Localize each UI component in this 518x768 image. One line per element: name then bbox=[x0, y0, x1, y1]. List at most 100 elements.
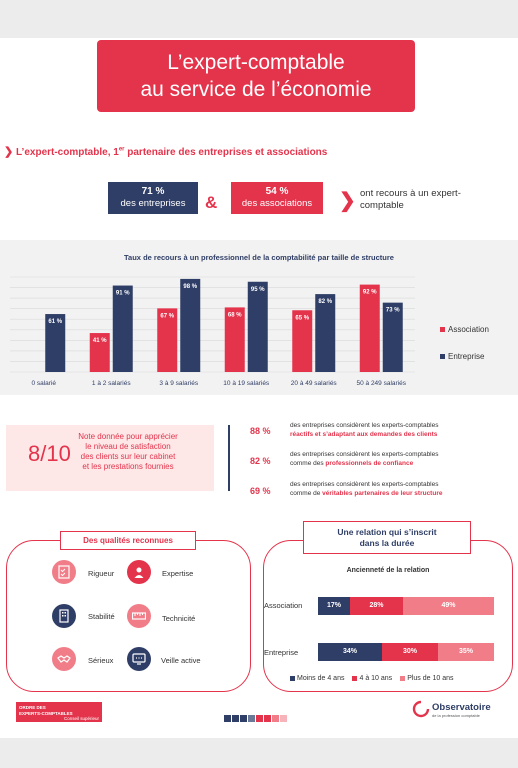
stat-entreprises: 71 % des entreprises bbox=[108, 182, 198, 214]
dot bbox=[232, 715, 239, 722]
pct-88: 88 % bbox=[250, 426, 271, 436]
category-label: 0 salarié bbox=[31, 380, 56, 387]
expert-person-icon bbox=[127, 560, 151, 584]
pct-82-highlight: professionnels de confiance bbox=[325, 459, 414, 467]
data-label: 91 % bbox=[116, 291, 130, 297]
quality-serieux: Sérieux bbox=[88, 656, 114, 665]
relation-subtitle: Ancienneté de la relation bbox=[346, 567, 430, 574]
pct-82-line1: des entreprises considèrent les experts-… bbox=[290, 451, 439, 458]
dot bbox=[264, 715, 271, 722]
pct-69-prefix: comme de bbox=[290, 489, 323, 497]
dot bbox=[256, 715, 263, 722]
chevron-right-icon: ❯ bbox=[339, 190, 356, 212]
relation-label-association: Association bbox=[264, 601, 303, 610]
dot bbox=[280, 715, 287, 722]
checklist-icon bbox=[52, 560, 76, 584]
data-label: 73 % bbox=[386, 308, 400, 314]
legend-association-label: Association bbox=[448, 325, 489, 334]
monitor-icon bbox=[127, 647, 151, 671]
quality-veille-active: Veille active bbox=[161, 656, 201, 665]
bar-association-5 bbox=[359, 284, 380, 372]
section-heading: ❯ L’expert-comptable, 1er partenaire des … bbox=[4, 145, 327, 158]
segment-association-lt4: 17% bbox=[318, 597, 350, 615]
relation-legend: Moins de 4 ans 4 à 10 ans Plus de 10 ans bbox=[290, 675, 454, 682]
pct-82-text: des entreprises considèrent les experts-… bbox=[290, 451, 510, 468]
stat-associations: 54 % des associations bbox=[231, 182, 323, 214]
logo-sub: Conseil supérieur bbox=[63, 716, 99, 721]
legend-swatch-navy bbox=[440, 354, 445, 360]
segment-association-gt10: 49% bbox=[403, 597, 494, 615]
observatoire-tag: de la profession comptable bbox=[432, 713, 480, 718]
dot bbox=[240, 715, 247, 722]
pct-88-text: des entreprises considèrent les experts-… bbox=[290, 422, 510, 439]
logo-line2: EXPERTS-COMPTABLES bbox=[19, 710, 73, 716]
legend-association: Association bbox=[440, 325, 489, 334]
category-label: 3 à 9 salariés bbox=[159, 380, 198, 387]
bar-entreprise-2 bbox=[180, 278, 201, 372]
title-line-2: au service de l’économie bbox=[140, 78, 372, 101]
data-label: 61 % bbox=[48, 319, 62, 325]
stat-associations-pct: 54 % bbox=[265, 186, 289, 197]
building-icon bbox=[52, 604, 76, 628]
category-label: 50 à 249 salariés bbox=[356, 380, 406, 387]
data-label: 41 % bbox=[93, 338, 107, 344]
bar-entreprise-1 bbox=[112, 285, 133, 372]
chart-title: Taux de recours à un professionnel de la… bbox=[124, 253, 394, 262]
section-heading-text-end: partenaire des entreprises et associatio… bbox=[124, 147, 328, 158]
stat-entreprises-pct: 71 % bbox=[141, 186, 165, 197]
chevron-right-icon: ❯ bbox=[4, 146, 14, 158]
pct-82: 82 % bbox=[250, 456, 271, 466]
category-label: 10 à 19 salariés bbox=[223, 380, 270, 387]
pct-69-line1: des entreprises considèrent les experts-… bbox=[290, 481, 439, 488]
recours-text: ont recours à un expert-comptable bbox=[360, 188, 461, 211]
ampersand: & bbox=[205, 193, 218, 212]
stat-associations-label: des associations bbox=[241, 198, 313, 209]
qualities-title: Des qualités reconnues bbox=[60, 531, 196, 550]
bottom-band bbox=[0, 738, 518, 768]
legend-entreprise-label: Entreprise bbox=[448, 352, 485, 361]
legend-swatch-red bbox=[440, 327, 445, 333]
top-band bbox=[0, 0, 518, 38]
data-label: 82 % bbox=[318, 299, 332, 305]
pct-82-prefix: comme des bbox=[290, 459, 326, 467]
data-label: 68 % bbox=[228, 312, 242, 318]
bar-entreprise-3 bbox=[247, 281, 268, 372]
segment-entreprise-gt10: 35% bbox=[438, 643, 494, 661]
data-label: 92 % bbox=[363, 290, 377, 296]
relation-panel bbox=[263, 540, 513, 692]
ruler-icon bbox=[127, 604, 151, 628]
data-label: 95 % bbox=[251, 287, 265, 293]
dot bbox=[272, 715, 279, 722]
divider bbox=[228, 425, 230, 491]
legend-gt10: Plus de 10 ans bbox=[407, 675, 454, 682]
quality-stabilite: Stabilité bbox=[88, 612, 115, 621]
title-line-1: L’expert-comptable bbox=[167, 51, 345, 74]
data-label: 98 % bbox=[183, 284, 197, 290]
observatoire-brand: Observatoire bbox=[432, 702, 491, 713]
pct-88-line1: des entreprises considèrent les experts-… bbox=[290, 422, 439, 429]
note-text: Note donnée pour apprécier le niveau de … bbox=[78, 432, 178, 471]
bar-entreprise-0 bbox=[45, 314, 66, 372]
handshake-icon bbox=[52, 647, 76, 671]
quality-technicite: Technicité bbox=[162, 614, 196, 623]
segment-association-4to10: 28% bbox=[350, 597, 403, 615]
bar-entreprise-5 bbox=[382, 302, 403, 372]
bar-entreprise-4 bbox=[315, 294, 336, 372]
section-heading-text: L’expert-comptable, 1 bbox=[16, 147, 119, 158]
pct-88-highlight: réactifs et s’adaptant aux demandes des … bbox=[290, 430, 438, 438]
segment-entreprise-lt4: 34% bbox=[318, 643, 382, 661]
page-title: L’expert-comptable au service de l’écono… bbox=[97, 40, 415, 112]
page-dots bbox=[224, 709, 288, 727]
quality-rigueur: Rigueur bbox=[88, 569, 115, 578]
relation-title-line1: Une relation qui s’inscrit bbox=[337, 527, 437, 537]
legend-entreprise: Entreprise bbox=[440, 352, 484, 361]
logo-line1: ORDRE DES bbox=[19, 705, 46, 710]
dot bbox=[224, 715, 231, 722]
pct-69-text: des entreprises considèrent les experts-… bbox=[290, 481, 510, 498]
pct-69-highlight: véritables partenaires de leur structure bbox=[322, 489, 443, 497]
section-heading-sup: er bbox=[118, 146, 125, 153]
stat-entreprises-label: des entreprises bbox=[120, 198, 186, 209]
segment-entreprise-4to10: 30% bbox=[382, 643, 438, 661]
bar-association-3 bbox=[224, 307, 245, 372]
